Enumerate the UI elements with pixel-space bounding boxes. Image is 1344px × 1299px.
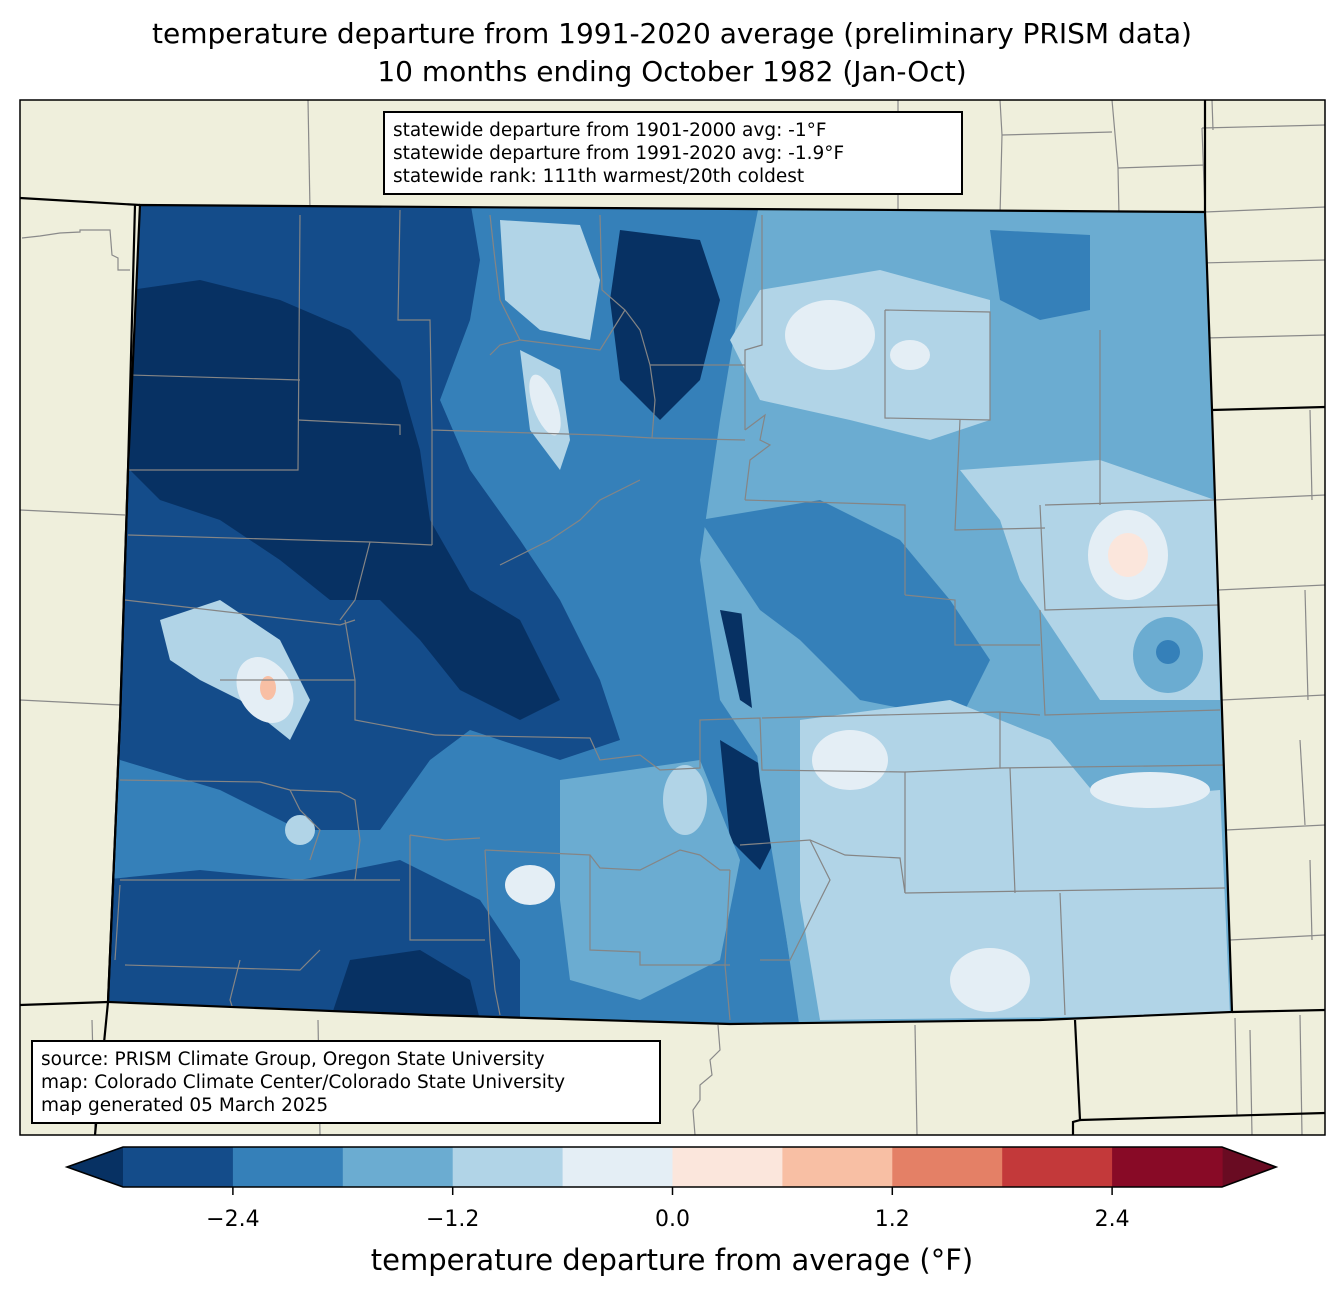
contour-blob-wc-warm xyxy=(260,676,276,700)
colorbar-bin xyxy=(672,1147,783,1187)
map-frame xyxy=(19,99,1326,1136)
contour-blob-east-cooler xyxy=(1156,640,1180,664)
contour-blob-se-white xyxy=(812,730,888,790)
credits-source: source: PRISM Climate Group, Oregon Stat… xyxy=(41,1049,545,1070)
chart-title-line1: temperature departure from 1991-2020 ave… xyxy=(152,17,1192,50)
chart-title-line2: 10 months ending October 1982 (Jan-Oct) xyxy=(377,55,967,88)
credits-map: map: Colorado Climate Center/Colorado St… xyxy=(41,1072,566,1093)
contour-blob-light xyxy=(529,374,561,436)
stats-line-1901-2000: statewide departure from 1901-2000 avg: … xyxy=(393,120,827,141)
contour-region-central-east xyxy=(700,500,990,720)
colorbar-tick-label: 2.4 xyxy=(1094,1207,1130,1232)
contour-blob-sw-light xyxy=(285,815,315,845)
credits-generated: map generated 05 March 2025 xyxy=(41,1095,329,1116)
stats-line-rank: statewide rank: 111th warmest/20th colde… xyxy=(393,166,805,187)
contour-blob-sl-light xyxy=(663,765,707,835)
colorbar-bin xyxy=(1112,1147,1223,1187)
colorbar-bin xyxy=(342,1147,454,1187)
colorbar-bin xyxy=(452,1147,564,1187)
contour-region-ne-dark xyxy=(990,230,1090,320)
colorbar-bin xyxy=(123,1147,234,1187)
credits-box: source: PRISM Climate Group, Oregon Stat… xyxy=(31,1040,661,1124)
colorbar-bin xyxy=(232,1147,344,1187)
contour-blob-se-white-2 xyxy=(1090,772,1210,808)
contour-region-se-light xyxy=(800,700,1230,1020)
contour-blob-sl-white xyxy=(505,865,555,905)
contour-region-core-sw xyxy=(330,950,480,1020)
colorbar-bin xyxy=(562,1147,674,1187)
colorbar-outline xyxy=(64,1146,1279,1188)
statewide-stats-box: statewide departure from 1901-2000 avg: … xyxy=(383,111,963,195)
colorbar-extend-low xyxy=(67,1147,123,1187)
contour-blob-ne-lightest xyxy=(785,300,875,370)
stats-line-1991-2020: statewide departure from 1991-2020 avg: … xyxy=(393,143,845,164)
contour-blob-se-white-3 xyxy=(950,948,1030,1012)
colorbar-bin xyxy=(782,1147,893,1187)
contour-blob-east-warm xyxy=(1108,533,1148,577)
colorbar-bin xyxy=(1002,1147,1113,1187)
colorbar-tick-label: 1.2 xyxy=(874,1207,910,1232)
contour-region-north-light xyxy=(500,220,600,340)
colorbar-tick-label: 0.0 xyxy=(655,1207,690,1232)
contour-blob-ne-lightest-2 xyxy=(890,340,930,370)
colorbar-tick-label: −2.4 xyxy=(206,1207,260,1232)
temperature-contours xyxy=(108,205,1232,1024)
colorbar-extend-high xyxy=(1222,1147,1276,1187)
colorbar-tick-label: −1.2 xyxy=(425,1207,480,1232)
contour-region-core-nw xyxy=(130,280,560,720)
contour-region-core-north xyxy=(610,230,720,420)
colorbar-label: temperature departure from average (°F) xyxy=(370,1243,974,1277)
colorbar xyxy=(64,1146,1279,1195)
colorado-county-lines xyxy=(114,209,1226,1021)
colorbar-bin xyxy=(892,1147,1003,1187)
